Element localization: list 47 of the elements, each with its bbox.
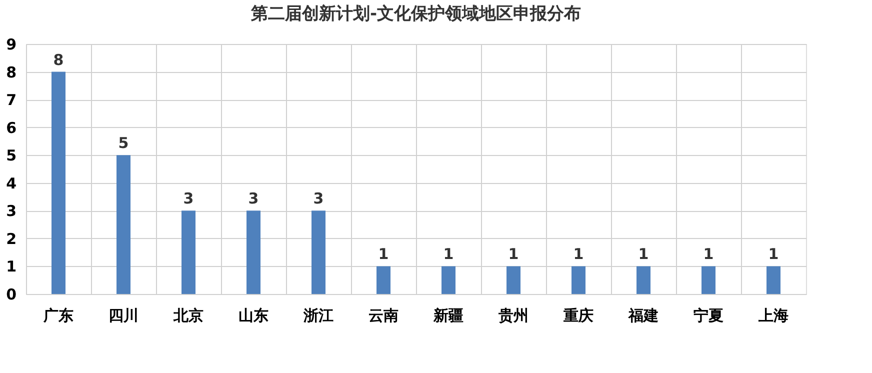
x-tick-label: 福建 <box>628 306 658 324</box>
bar <box>572 266 586 294</box>
y-tick-label: 7 <box>6 91 16 110</box>
bar <box>506 266 520 294</box>
bar <box>246 210 260 294</box>
y-tick-label: 3 <box>6 202 16 220</box>
y-tick-label: 4 <box>6 174 16 192</box>
x-tick-label: 新疆 <box>432 306 464 324</box>
data-label: 3 <box>313 190 324 208</box>
y-tick-label: 8 <box>6 63 16 82</box>
data-label: 5 <box>118 134 129 152</box>
data-label: 3 <box>248 190 259 208</box>
x-tick-label: 宁夏 <box>694 306 724 324</box>
bar <box>442 266 456 294</box>
data-label: 1 <box>638 245 649 264</box>
x-tick-label: 贵州 <box>498 306 528 324</box>
data-label: 1 <box>443 245 454 264</box>
x-tick-label: 四川 <box>108 306 138 324</box>
chart-title: 第二届创新计划-文化保护领域地区申报分布 <box>250 4 582 24</box>
bar <box>376 266 390 294</box>
data-label: 8 <box>53 50 64 69</box>
bar <box>766 266 780 294</box>
data-label: 1 <box>703 245 714 264</box>
x-tick-label: 云南 <box>368 306 398 324</box>
bar <box>702 266 716 294</box>
x-tick-label: 山东 <box>238 306 268 324</box>
bar <box>182 210 196 294</box>
data-label: 1 <box>768 245 779 264</box>
bar <box>116 155 130 294</box>
x-tick-label: 北京 <box>172 306 204 324</box>
x-tick-label: 广东 <box>42 306 74 324</box>
y-tick-label: 0 <box>6 286 16 304</box>
data-label: 3 <box>183 190 194 208</box>
data-label: 1 <box>508 245 519 264</box>
y-tick-label: 9 <box>6 36 16 54</box>
bar <box>312 210 326 294</box>
x-tick-label: 浙江 <box>302 306 334 324</box>
bar <box>52 72 66 294</box>
y-tick-label: 5 <box>6 146 16 165</box>
bar <box>636 266 650 294</box>
y-tick-label: 1 <box>6 258 16 276</box>
x-tick-label: 重庆 <box>562 306 594 324</box>
data-label: 1 <box>378 245 389 264</box>
y-tick-label: 2 <box>6 230 16 248</box>
x-tick-label: 上海 <box>758 306 788 324</box>
data-label: 1 <box>573 245 584 264</box>
y-tick-label: 6 <box>6 118 16 137</box>
